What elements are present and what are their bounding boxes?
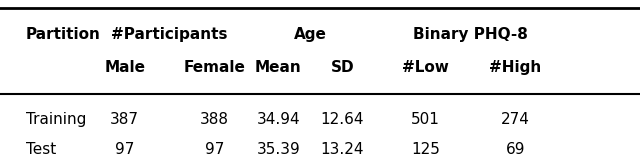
Text: Binary PHQ-8: Binary PHQ-8 [413, 27, 528, 42]
Text: Test: Test [26, 142, 56, 157]
Text: Age: Age [294, 27, 327, 42]
Text: 12.64: 12.64 [321, 112, 364, 127]
Text: 35.39: 35.39 [257, 142, 300, 157]
Text: 97: 97 [205, 142, 224, 157]
Text: Female: Female [184, 60, 245, 75]
Text: #Low: #Low [402, 60, 449, 75]
Text: 387: 387 [110, 112, 140, 127]
Text: 388: 388 [200, 112, 229, 127]
Text: SD: SD [331, 60, 354, 75]
Text: 501: 501 [411, 112, 440, 127]
Text: Mean: Mean [255, 60, 302, 75]
Text: Male: Male [104, 60, 145, 75]
Text: 13.24: 13.24 [321, 142, 364, 157]
Text: 125: 125 [411, 142, 440, 157]
Text: #High: #High [489, 60, 541, 75]
Text: #Participants: #Participants [111, 27, 228, 42]
Text: Partition: Partition [26, 27, 100, 42]
Text: 69: 69 [506, 142, 525, 157]
Text: 34.94: 34.94 [257, 112, 300, 127]
Text: 97: 97 [115, 142, 134, 157]
Text: Training: Training [26, 112, 86, 127]
Text: 274: 274 [500, 112, 530, 127]
